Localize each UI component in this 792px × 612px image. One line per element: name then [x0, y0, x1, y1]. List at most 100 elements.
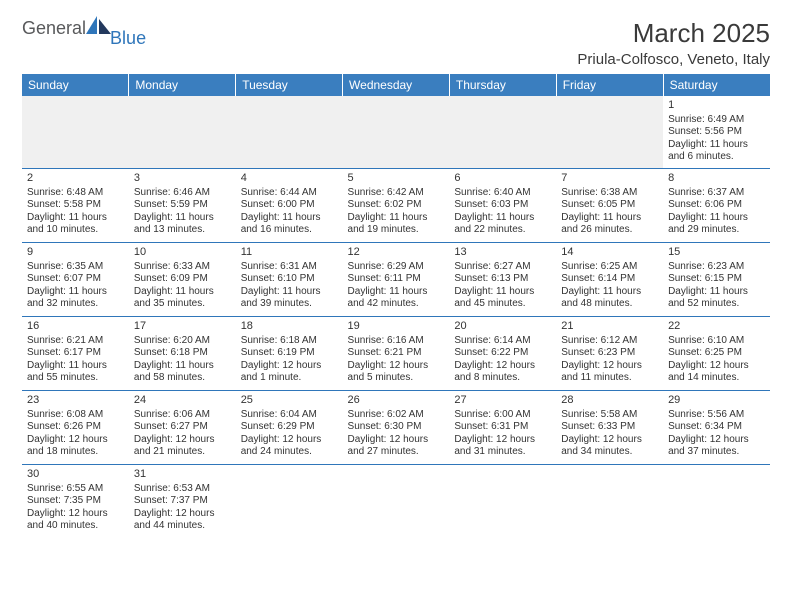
sunrise-line: Sunrise: 6:48 AM [27, 187, 124, 200]
calendar-cell [449, 96, 556, 168]
day-number: 13 [454, 246, 551, 260]
daylight-line: Daylight: 11 hours and 6 minutes. [668, 139, 765, 164]
calendar-cell: 19Sunrise: 6:16 AMSunset: 6:21 PMDayligh… [343, 316, 450, 390]
daylight-line: Daylight: 12 hours and 8 minutes. [454, 360, 551, 385]
sunrise-line: Sunrise: 6:35 AM [27, 261, 124, 274]
sunset-line: Sunset: 6:14 PM [561, 273, 658, 286]
sunrise-line: Sunrise: 6:20 AM [134, 335, 231, 348]
sunset-line: Sunset: 6:34 PM [668, 421, 765, 434]
calendar-cell: 1Sunrise: 6:49 AMSunset: 5:56 PMDaylight… [663, 96, 770, 168]
sunset-line: Sunset: 6:15 PM [668, 273, 765, 286]
sunset-line: Sunset: 6:27 PM [134, 421, 231, 434]
day-number: 4 [241, 172, 338, 186]
day-number: 9 [27, 246, 124, 260]
sunset-line: Sunset: 6:25 PM [668, 347, 765, 360]
day-header: Thursday [449, 74, 556, 96]
day-number: 1 [668, 99, 765, 113]
calendar-cell: 20Sunrise: 6:14 AMSunset: 6:22 PMDayligh… [449, 316, 556, 390]
sunrise-line: Sunrise: 6:04 AM [241, 409, 338, 422]
sunrise-line: Sunrise: 6:33 AM [134, 261, 231, 274]
daylight-line: Daylight: 12 hours and 5 minutes. [348, 360, 445, 385]
daylight-line: Daylight: 12 hours and 24 minutes. [241, 434, 338, 459]
sunset-line: Sunset: 6:13 PM [454, 273, 551, 286]
day-header: Monday [129, 74, 236, 96]
calendar-cell: 30Sunrise: 6:55 AMSunset: 7:35 PMDayligh… [22, 464, 129, 538]
daylight-line: Daylight: 11 hours and 32 minutes. [27, 286, 124, 311]
sunrise-line: Sunrise: 6:38 AM [561, 187, 658, 200]
daylight-line: Daylight: 11 hours and 39 minutes. [241, 286, 338, 311]
sunset-line: Sunset: 5:56 PM [668, 126, 765, 139]
daylight-line: Daylight: 11 hours and 35 minutes. [134, 286, 231, 311]
calendar-cell: 25Sunrise: 6:04 AMSunset: 6:29 PMDayligh… [236, 390, 343, 464]
calendar-cell [556, 464, 663, 538]
day-number: 2 [27, 172, 124, 186]
sunrise-line: Sunrise: 6:14 AM [454, 335, 551, 348]
location-subtitle: Priula-Colfosco, Veneto, Italy [577, 51, 770, 68]
calendar-cell [343, 464, 450, 538]
sunrise-line: Sunrise: 6:55 AM [27, 483, 124, 496]
sunrise-line: Sunrise: 6:02 AM [348, 409, 445, 422]
day-number: 26 [348, 394, 445, 408]
sunrise-line: Sunrise: 6:46 AM [134, 187, 231, 200]
daylight-line: Daylight: 11 hours and 55 minutes. [27, 360, 124, 385]
sunset-line: Sunset: 6:00 PM [241, 199, 338, 212]
sunrise-line: Sunrise: 6:44 AM [241, 187, 338, 200]
month-title: March 2025 [577, 18, 770, 49]
calendar-cell: 6Sunrise: 6:40 AMSunset: 6:03 PMDaylight… [449, 168, 556, 242]
daylight-line: Daylight: 11 hours and 26 minutes. [561, 212, 658, 237]
sunset-line: Sunset: 6:21 PM [348, 347, 445, 360]
sunset-line: Sunset: 6:22 PM [454, 347, 551, 360]
logo-text-blue: Blue [110, 28, 146, 49]
sunrise-line: Sunrise: 6:42 AM [348, 187, 445, 200]
calendar-cell: 18Sunrise: 6:18 AMSunset: 6:19 PMDayligh… [236, 316, 343, 390]
sunrise-line: Sunrise: 6:53 AM [134, 483, 231, 496]
daylight-line: Daylight: 11 hours and 22 minutes. [454, 212, 551, 237]
sunrise-line: Sunrise: 6:23 AM [668, 261, 765, 274]
day-number: 24 [134, 394, 231, 408]
sunset-line: Sunset: 6:30 PM [348, 421, 445, 434]
sunset-line: Sunset: 6:26 PM [27, 421, 124, 434]
day-number: 14 [561, 246, 658, 260]
daylight-line: Daylight: 11 hours and 10 minutes. [27, 212, 124, 237]
day-number: 30 [27, 468, 124, 482]
calendar-cell: 2Sunrise: 6:48 AMSunset: 5:58 PMDaylight… [22, 168, 129, 242]
day-number: 28 [561, 394, 658, 408]
calendar-cell: 7Sunrise: 6:38 AMSunset: 6:05 PMDaylight… [556, 168, 663, 242]
day-number: 17 [134, 320, 231, 334]
sunrise-line: Sunrise: 5:58 AM [561, 409, 658, 422]
sunset-line: Sunset: 7:35 PM [27, 495, 124, 508]
sunset-line: Sunset: 6:17 PM [27, 347, 124, 360]
sunset-line: Sunset: 6:29 PM [241, 421, 338, 434]
sunset-line: Sunset: 6:10 PM [241, 273, 338, 286]
calendar-cell [449, 464, 556, 538]
day-number: 21 [561, 320, 658, 334]
calendar-cell: 23Sunrise: 6:08 AMSunset: 6:26 PMDayligh… [22, 390, 129, 464]
sunrise-line: Sunrise: 6:06 AM [134, 409, 231, 422]
daylight-line: Daylight: 12 hours and 37 minutes. [668, 434, 765, 459]
day-number: 15 [668, 246, 765, 260]
calendar-week: 2Sunrise: 6:48 AMSunset: 5:58 PMDaylight… [22, 168, 770, 242]
sunrise-line: Sunrise: 5:56 AM [668, 409, 765, 422]
sunset-line: Sunset: 6:09 PM [134, 273, 231, 286]
day-header: Wednesday [343, 74, 450, 96]
daylight-line: Daylight: 12 hours and 34 minutes. [561, 434, 658, 459]
sunset-line: Sunset: 6:18 PM [134, 347, 231, 360]
calendar-cell [556, 96, 663, 168]
sunrise-line: Sunrise: 6:21 AM [27, 335, 124, 348]
sunset-line: Sunset: 5:59 PM [134, 199, 231, 212]
logo: General Blue [22, 18, 152, 39]
day-number: 25 [241, 394, 338, 408]
title-block: March 2025 Priula-Colfosco, Veneto, Ital… [577, 18, 770, 68]
sunrise-line: Sunrise: 6:49 AM [668, 114, 765, 127]
daylight-line: Daylight: 11 hours and 48 minutes. [561, 286, 658, 311]
day-number: 12 [348, 246, 445, 260]
daylight-line: Daylight: 12 hours and 1 minute. [241, 360, 338, 385]
calendar-cell [663, 464, 770, 538]
day-number: 6 [454, 172, 551, 186]
calendar-cell: 5Sunrise: 6:42 AMSunset: 6:02 PMDaylight… [343, 168, 450, 242]
day-header: Sunday [22, 74, 129, 96]
day-header: Tuesday [236, 74, 343, 96]
calendar-cell: 24Sunrise: 6:06 AMSunset: 6:27 PMDayligh… [129, 390, 236, 464]
daylight-line: Daylight: 12 hours and 21 minutes. [134, 434, 231, 459]
calendar-cell: 27Sunrise: 6:00 AMSunset: 6:31 PMDayligh… [449, 390, 556, 464]
